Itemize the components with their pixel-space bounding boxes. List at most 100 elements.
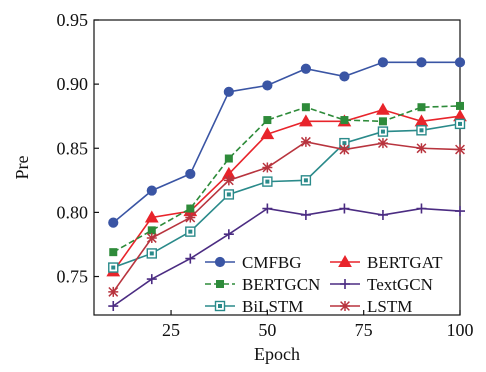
data-point-bilstm-inner: [419, 128, 424, 133]
series-bertgat: [106, 102, 467, 277]
data-point-bilstm-inner: [111, 265, 116, 270]
data-point-cmfbg: [108, 217, 119, 228]
data-point-bilstm: [454, 118, 466, 130]
data-point-bilstm-inner: [149, 251, 154, 256]
x-tick-label: 25: [162, 320, 180, 340]
y-tick-label: 0.80: [57, 202, 89, 222]
y-tick-label: 0.90: [57, 74, 89, 94]
data-point-lstm: [416, 143, 427, 154]
data-point-bertgcn: [186, 204, 195, 213]
legend-label-bertgat: BERTGAT: [367, 253, 443, 272]
series-line-lstm: [112, 140, 461, 293]
data-point-bertgcn: [340, 116, 349, 125]
data-point-bertgcn: [417, 103, 426, 112]
data-point-textgcn: [416, 203, 427, 214]
data-point-bertgat: [376, 102, 390, 115]
legend-label-cmfbg: CMFBG: [242, 253, 302, 272]
data-point-bilstm: [108, 262, 119, 273]
series-cmfbg: [108, 57, 466, 228]
data-point-cmfbg: [262, 80, 273, 91]
series-bertgcn: [109, 101, 464, 257]
data-point-bilstm-inner: [265, 179, 270, 184]
legend-marker-cmfbg: [214, 256, 226, 268]
data-point-cmfbg: [454, 57, 466, 68]
data-point-cmfbg: [185, 168, 196, 180]
series-group: [106, 57, 467, 312]
series-line-bilstm: [112, 123, 461, 269]
data-point-lstm: [300, 136, 311, 147]
x-tick-label: 75: [355, 320, 373, 340]
data-point-bertgcn: [224, 154, 233, 163]
data-point-bertgat: [299, 114, 313, 127]
data-point-bilstm: [300, 175, 312, 186]
y-axis-label: Pre: [12, 155, 32, 179]
data-point-bertgcn: [263, 116, 272, 125]
legend-marker-textgcn: [340, 279, 350, 289]
data-point-textgcn: [223, 229, 234, 240]
legend-label-textgcn: TextGCN: [367, 275, 433, 294]
data-point-bertgcn: [301, 103, 310, 112]
legend-marker-bertgat: [338, 254, 352, 267]
data-point-bilstm: [416, 125, 427, 136]
data-point-cmfbg: [339, 71, 350, 82]
data-point-lstm: [339, 144, 350, 155]
data-point-cmfbg: [300, 63, 311, 74]
data-point-bilstm: [377, 126, 389, 137]
data-point-lstm: [146, 233, 157, 244]
data-point-lstm: [455, 144, 465, 155]
x-tick-label: 50: [258, 320, 276, 340]
data-point-textgcn: [300, 209, 311, 220]
data-point-bilstm-inner: [342, 141, 347, 146]
legend-marker-bilstm-inner: [218, 304, 222, 308]
data-point-cmfbg: [223, 86, 234, 97]
data-point-bilstm-inner: [380, 129, 385, 134]
data-point-textgcn: [185, 253, 196, 264]
data-point-textgcn: [108, 301, 119, 312]
data-point-bilstm: [262, 176, 273, 187]
series-lstm: [108, 136, 465, 297]
series-line-textgcn: [112, 207, 461, 307]
x-axis-label: Epoch: [254, 344, 300, 364]
x-tick-label: 100: [447, 320, 474, 340]
data-point-bertgcn: [109, 248, 118, 257]
data-point-bilstm-inner: [303, 178, 308, 183]
data-point-bilstm-inner: [188, 229, 193, 234]
series-line-bertgcn: [112, 105, 461, 253]
data-point-textgcn: [339, 203, 350, 214]
series-line-cmfbg: [112, 61, 460, 224]
data-point-bilstm: [223, 189, 235, 200]
data-point-textgcn: [377, 209, 388, 220]
y-tick-label: 0.75: [57, 267, 89, 287]
data-point-bertgat: [260, 127, 275, 140]
legend-label-lstm: LSTM: [367, 297, 412, 316]
legend-item-lstm: LSTM: [330, 297, 412, 316]
plot-frame: [93, 19, 461, 316]
data-point-cmfbg: [377, 57, 389, 68]
data-point-bertgcn: [456, 101, 464, 110]
data-point-bilstm: [146, 248, 157, 259]
data-point-bertgcn: [147, 226, 156, 235]
y-tick-label: 0.95: [57, 10, 89, 30]
series-bilstm: [108, 118, 466, 273]
legend-marker-bilstm: [214, 300, 226, 312]
data-point-textgcn: [262, 203, 273, 214]
legend-item-textgcn: TextGCN: [330, 275, 433, 294]
y-tick-label: 0.85: [57, 138, 89, 158]
legend: CMFBG BERTGAT BERTGCN TextGCN BiLSTM LSTM: [205, 253, 443, 316]
data-point-cmfbg: [146, 185, 157, 196]
data-point-bertgcn: [378, 117, 387, 126]
legend-marker-lstm: [340, 301, 350, 311]
data-point-lstm: [262, 162, 273, 173]
data-point-lstm: [108, 286, 119, 297]
series-textgcn: [108, 203, 465, 312]
data-point-bilstm: [185, 226, 196, 237]
legend-label-bertgcn: BERTGCN: [242, 275, 320, 294]
data-point-cmfbg: [416, 57, 427, 68]
legend-item-bertgcn: BERTGCN: [205, 275, 320, 294]
legend-item-bilstm: BiLSTM: [205, 297, 303, 316]
legend-item-cmfbg: CMFBG: [205, 253, 302, 272]
data-point-bilstm-inner: [458, 121, 462, 126]
axes: 0.75 0.80 0.85 0.90 0.95 25 50 75 100: [57, 10, 474, 340]
